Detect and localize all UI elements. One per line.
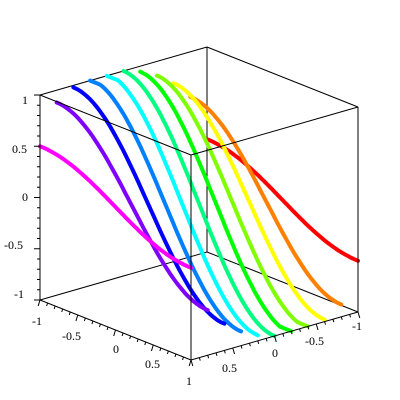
contour-curve (54, 100, 210, 313)
x-tick-mark (68, 311, 71, 316)
x-tick-mark (37, 299, 41, 307)
y-tick-mark (265, 338, 268, 342)
z-tick-label: -0.5 (4, 238, 23, 252)
y-tick-mark (349, 314, 352, 318)
y-tick-mark (198, 357, 201, 361)
x-tick-label: -0.5 (62, 329, 81, 343)
y-tick-label: -1 (352, 319, 362, 333)
x-tick-mark (129, 335, 132, 340)
x-tick-mark (83, 317, 86, 322)
x-tick-mark (99, 323, 101, 328)
x-tick-mark (46, 302, 49, 307)
y-tick-mark (274, 335, 277, 343)
x-tick-mark (182, 356, 184, 361)
x-tick-mark (166, 350, 169, 355)
z-tick-label: 0 (22, 190, 28, 204)
x-tick-mark (188, 359, 192, 367)
y-tick-mark (207, 355, 210, 359)
x-tick-mark (61, 308, 64, 313)
z-tick-label: -1 (14, 287, 24, 301)
axis-ticks (34, 94, 361, 367)
x-tick-label: 1 (186, 374, 192, 388)
x-tick-mark (159, 347, 162, 352)
contour-curve (138, 69, 294, 334)
contour-curve (71, 85, 227, 326)
axis-tick-labels: 1 0.5 0 -0.5 -1 -1 -0.5 0 0.5 1 -1 -0.5 … (4, 93, 362, 388)
y-tick-mark (190, 359, 194, 367)
y-tick-mark (357, 311, 361, 319)
y-tick-label: -0.5 (305, 334, 324, 348)
y-tick-mark (290, 331, 293, 335)
contour-curve (171, 81, 327, 322)
y-tick-mark (324, 321, 326, 325)
y-tick-label: 0.5 (222, 361, 237, 375)
contour-curve (104, 73, 260, 338)
y-tick-mark (248, 343, 251, 347)
y-tick-mark (240, 345, 243, 349)
y-tick-label: 0 (272, 346, 278, 360)
x-tick-mark (75, 314, 79, 322)
contour-curve (154, 73, 310, 329)
z-tick-label: 0.5 (12, 142, 27, 156)
x-tick-label: -1 (32, 314, 42, 328)
box-edge-back-top-y (206, 46, 359, 108)
box-edge-top-front-y (190, 106, 359, 156)
contour-curve (205, 137, 360, 263)
y-tick-mark (282, 333, 285, 337)
x-tick-mark (53, 305, 56, 310)
contour-curve (88, 78, 244, 334)
x-tick-mark (144, 341, 147, 346)
x-tick-mark (113, 329, 116, 337)
contour-curves (38, 69, 360, 338)
x-tick-mark (91, 320, 94, 325)
x-tick-label: 0 (113, 342, 119, 356)
y-tick-mark (340, 316, 343, 320)
y-tick-mark (223, 350, 226, 354)
y-tick-mark (232, 347, 236, 355)
x-tick-label: 0.5 (145, 357, 160, 371)
x-tick-mark (106, 326, 109, 331)
y-tick-mark (257, 340, 260, 344)
x-tick-mark (136, 338, 139, 343)
z-tick-label: 1 (22, 93, 28, 107)
contour-curve (121, 69, 277, 338)
x-tick-mark (121, 332, 124, 337)
y-tick-mark (215, 352, 218, 356)
x-tick-mark (150, 344, 154, 352)
contour-curve (188, 94, 344, 307)
x-tick-mark (174, 353, 177, 358)
y-tick-mark (332, 319, 335, 323)
contour-curve (38, 144, 193, 270)
y-tick-mark (299, 328, 301, 332)
box-edge-top-front-x (39, 94, 192, 156)
y-tick-mark (307, 326, 310, 330)
y-tick-mark (315, 323, 319, 331)
